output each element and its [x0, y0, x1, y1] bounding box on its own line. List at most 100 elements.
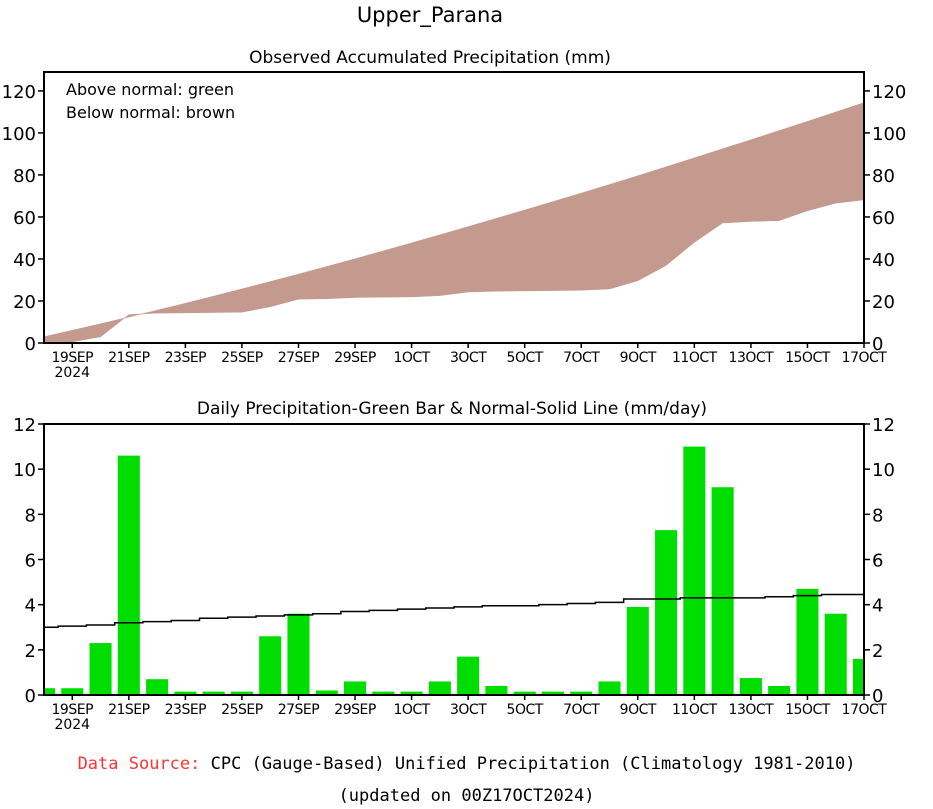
precip-bar [287, 613, 310, 695]
daily-bars [44, 446, 864, 695]
y-tick-label-left: 4 [25, 596, 36, 617]
x-tick-label: 23SEP [165, 350, 207, 366]
x-tick-label: 15OCT [785, 350, 831, 366]
x-tick-label: 7OCT [563, 350, 600, 366]
precip-bar [89, 643, 112, 695]
y-tick-label-right: 8 [872, 505, 883, 526]
precip-bar [796, 588, 819, 695]
below-normal-segment [326, 258, 356, 300]
y-tick-label-right: 10 [872, 460, 895, 481]
y-tick-label-right: 80 [872, 166, 895, 187]
below-normal-segment [609, 175, 639, 290]
x-tick-label: 21SEP [108, 702, 150, 718]
below-normal-segment [467, 217, 497, 293]
precip-bar [513, 691, 536, 695]
x-tick-label: 5OCT [507, 702, 544, 718]
legend-above: Above normal: green [66, 80, 234, 99]
precip-bar [400, 691, 423, 695]
y-tick-label-left: 60 [13, 208, 36, 229]
precip-bar [315, 690, 338, 695]
x-tick-label: 9OCT [620, 350, 657, 366]
precip-bar [61, 688, 84, 695]
x-tick-label: 23SEP [165, 702, 207, 718]
y-tick-label-left: 120 [2, 82, 36, 103]
precip-bar [598, 681, 621, 695]
below-normal-segment [807, 111, 836, 212]
y-tick-label-right: 120 [872, 82, 906, 103]
x-tick-label: 25SEP [221, 350, 263, 366]
precip-bar [44, 688, 56, 695]
x-tick-label: 21SEP [108, 350, 150, 366]
precip-bar [626, 606, 649, 695]
below-normal-segment [383, 242, 412, 298]
x-tick-label: 11OCT [672, 350, 718, 366]
y-tick-label-right: 6 [872, 551, 883, 572]
x-tick-label: 1OCT [393, 350, 430, 366]
precip-bar [372, 691, 395, 695]
y-tick-label-right: 0 [872, 334, 883, 355]
x-tick-label: 11OCT [672, 702, 718, 718]
precip-bar [485, 685, 508, 695]
precip-bar [541, 691, 564, 695]
below-normal-segment [665, 157, 695, 267]
below-normal-segment [524, 201, 554, 292]
below-normal-segment [298, 266, 328, 300]
precip-bar [117, 455, 140, 695]
x-tick-label: 13OCT [729, 702, 775, 718]
precip-bar [739, 678, 762, 695]
x-tick-label: 17OCT [842, 702, 888, 718]
below-normal-segment [213, 288, 243, 313]
precip-bar [259, 636, 282, 695]
x-tick-label: 9OCT [620, 702, 657, 718]
y-tick-label-left: 40 [13, 250, 36, 271]
updated-text: (updated on 00Z17OCT2024) [338, 786, 595, 806]
y-tick-label-left: 12 [13, 415, 36, 436]
precip-bar [230, 691, 253, 695]
figure-title: Upper_Parana [357, 3, 503, 28]
x-tick-label: 1OCT [393, 702, 430, 718]
precip-bar [428, 681, 451, 695]
data-source-line: Data Source: CPC (Gauge-Based) Unified P… [0, 754, 933, 774]
y-tick-label-left: 10 [13, 460, 36, 481]
x-tick-label: 17OCT [842, 350, 888, 366]
x-tick-label: 3OCT [450, 702, 487, 718]
precip-bar [570, 691, 593, 695]
below-normal-segment [496, 209, 525, 292]
x-tick-label: 19SEP [52, 350, 94, 366]
precip-bar [683, 446, 706, 695]
y-tick-label-right: 2 [872, 641, 883, 662]
y-tick-label-right: 0 [872, 686, 883, 707]
precip-bar [457, 656, 480, 695]
x-tick-label: 3OCT [450, 350, 487, 366]
below-normal-segment [269, 273, 299, 308]
x-tick-label: 29SEP [334, 350, 376, 366]
x-tick-label: 27SEP [278, 702, 320, 718]
y-tick-label-right: 60 [872, 208, 895, 229]
x-tick-label: 29SEP [334, 702, 376, 718]
y-tick-label-left: 0 [25, 686, 36, 707]
below-normal-segment [354, 250, 384, 298]
top-chart-title: Observed Accumulated Precipitation (mm) [249, 48, 611, 68]
below-normal-segment [128, 309, 158, 318]
x-year-label: 2024 [54, 717, 90, 733]
precip-bar [344, 681, 367, 695]
below-normal-segment [778, 121, 808, 221]
below-normal-segment [411, 234, 441, 298]
below-normal-segment [43, 329, 73, 343]
y-tick-label-right: 100 [872, 124, 906, 145]
x-tick-label: 15OCT [785, 702, 831, 718]
below-normal-segment [241, 281, 271, 313]
below-normal-segment [835, 102, 865, 204]
y-tick-label-right: 12 [872, 415, 895, 436]
below-normal-segment [750, 130, 780, 222]
below-normal-segment [637, 166, 667, 282]
legend-below: Below normal: brown [66, 103, 235, 122]
precip-bar [768, 685, 791, 695]
x-tick-label: 7OCT [563, 702, 600, 718]
y-tick-label-left: 8 [25, 505, 36, 526]
below-normal-segment [694, 148, 723, 243]
y-tick-label-right: 20 [872, 292, 895, 313]
below-normal-segment [72, 323, 101, 343]
below-normal-segment [439, 226, 469, 296]
